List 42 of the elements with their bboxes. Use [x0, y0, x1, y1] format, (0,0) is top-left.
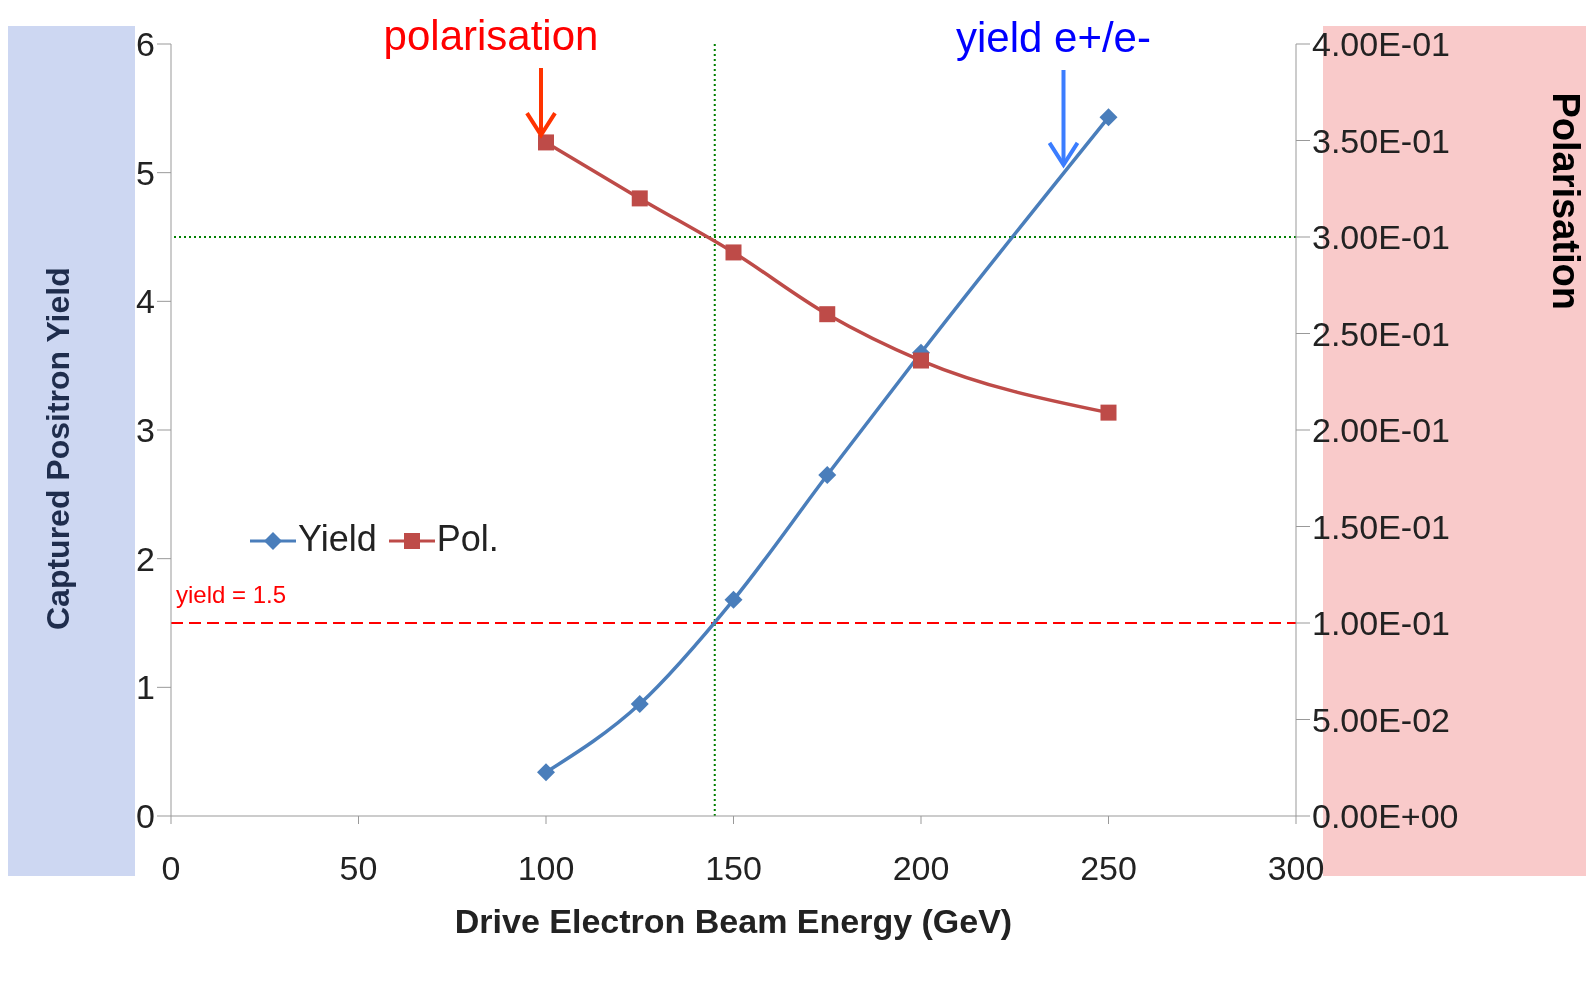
point	[537, 763, 555, 782]
point	[1099, 108, 1118, 127]
y2-tick-label: 5.00E-02	[1312, 700, 1450, 739]
x-axis-title: Drive Electron Beam Energy (GeV)	[454, 902, 1013, 940]
legend-label: Pol.	[435, 518, 499, 560]
x-tick-label: 300	[1267, 849, 1325, 888]
y2-tick-label: 0.00E+00	[1312, 797, 1459, 836]
point	[725, 244, 742, 261]
point	[913, 352, 929, 369]
point	[631, 190, 648, 207]
y-tick-label: 3	[136, 411, 155, 450]
legend-label: Yield	[297, 518, 377, 560]
y2-tick-label: 3.50E-01	[1312, 121, 1450, 160]
y-tick-label: 5	[136, 153, 155, 192]
x-tick-label: 50	[339, 849, 378, 888]
y2-tick-label: 2.50E-01	[1312, 314, 1450, 353]
annotation: polarisation	[383, 12, 599, 59]
point	[818, 466, 837, 485]
y-tick-label: 1	[136, 668, 155, 707]
y2-axis-title: Polarisation	[1544, 92, 1587, 310]
annotation: yield e+/e-	[956, 14, 1151, 61]
y2-tick-label: 2.00E-01	[1312, 411, 1450, 450]
y2-tick-label: 3.00E-01	[1312, 218, 1450, 257]
x-tick-label: 200	[892, 849, 950, 888]
y-tick-label: 4	[136, 282, 155, 321]
y-axis-title: Captured Positron Yield	[40, 267, 77, 630]
x-tick-label: 150	[705, 849, 762, 888]
point	[630, 695, 649, 714]
y2-tick-label: 1.00E-01	[1312, 604, 1450, 643]
point	[819, 306, 836, 323]
point	[724, 590, 743, 609]
y-tick-label: 2	[136, 539, 155, 578]
y-tick-label: 0	[136, 797, 155, 836]
y2-tick-label: 1.50E-01	[1312, 507, 1450, 546]
point	[538, 134, 554, 151]
y2-tick-label: 4.00E-01	[1312, 25, 1450, 64]
x-tick-label: 0	[161, 849, 181, 888]
x-tick-label: 100	[517, 849, 575, 888]
x-tick-label: 250	[1080, 849, 1137, 888]
point	[1100, 404, 1117, 421]
y-tick-label: 6	[136, 25, 155, 64]
ref-line-label: yield = 1.5	[176, 581, 287, 609]
